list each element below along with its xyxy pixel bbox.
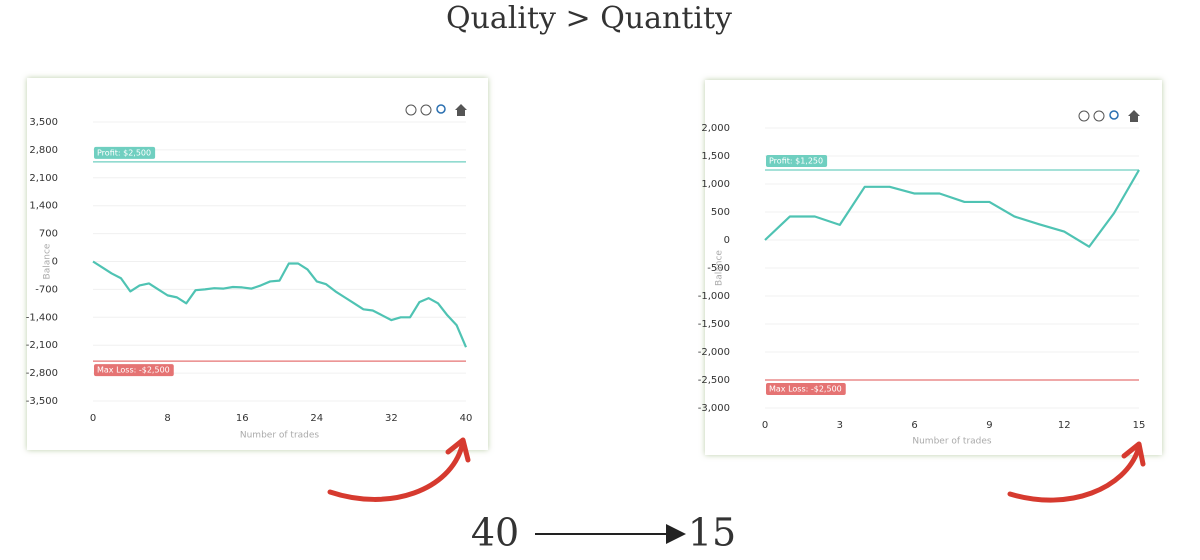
reference-label: Max Loss: -$2,500 xyxy=(97,366,170,375)
reference-label: Profit: $2,500 xyxy=(97,148,151,157)
y-tick-label: 1,000 xyxy=(701,179,730,190)
y-tick-label: 1,500 xyxy=(701,151,730,162)
balance-line xyxy=(92,260,468,348)
x-tick-label: 16 xyxy=(236,413,249,424)
zoom-out[interactable] xyxy=(1093,110,1105,122)
y-tick-label: 700 xyxy=(39,229,58,240)
x-tick-label: 8 xyxy=(164,413,170,424)
y-tick-label: -1,500 xyxy=(698,319,730,330)
zoom[interactable] xyxy=(1109,110,1119,120)
chart-card xyxy=(27,78,488,450)
red-arrow-head xyxy=(1121,441,1146,467)
x-tick-label: 40 xyxy=(460,413,473,424)
page-title: Quality > Quantity xyxy=(446,1,732,36)
home[interactable] xyxy=(1128,110,1140,122)
zoom[interactable] xyxy=(436,104,446,114)
x-axis-title: Number of trades xyxy=(912,437,992,447)
y-tick-label: 2,800 xyxy=(29,145,58,156)
y-tick-label: 0 xyxy=(52,257,58,268)
reference-label: Profit: $1,250 xyxy=(769,157,823,166)
home[interactable] xyxy=(455,104,467,116)
y-tick-label: 500 xyxy=(711,207,730,218)
red-arrow-head xyxy=(445,437,471,463)
y-tick-label: -1,000 xyxy=(698,291,730,302)
red-arrow xyxy=(327,443,465,502)
x-tick-label: 0 xyxy=(90,413,96,424)
chart: -3,000 -2,500 -2,000 -1,500 -1,000 -500 0 500 1,… xyxy=(698,123,1146,447)
x-tick-label: 3 xyxy=(837,420,843,431)
charts: -3,500 -2,800 -2,100 -1,400 -700 0 700 1,400 2,1… xyxy=(26,117,1146,447)
y-tick-label: -2,800 xyxy=(26,368,58,379)
y-tick-label: -2,100 xyxy=(26,340,58,351)
y-tick-label: 2,000 xyxy=(701,123,730,134)
reference-label-bg xyxy=(766,155,828,167)
y-tick-label: -3,000 xyxy=(698,403,730,414)
zoom-out[interactable] xyxy=(420,104,432,116)
reference-label-bg xyxy=(766,383,846,395)
x-tick-label: 32 xyxy=(385,413,398,424)
x-tick-label: 15 xyxy=(1133,420,1146,431)
zoom-in[interactable] xyxy=(1078,110,1090,122)
toolbar xyxy=(1078,110,1140,122)
footer-from: 40 xyxy=(471,511,519,555)
chart: -3,500 -2,800 -2,100 -1,400 -700 0 700 1,400 2,1… xyxy=(26,117,473,441)
y-tick-label: -700 xyxy=(35,284,58,295)
reference-label-bg xyxy=(94,364,174,377)
x-axis-title: Number of trades xyxy=(240,431,320,441)
x-tick-label: 24 xyxy=(310,413,323,424)
x-tick-label: 0 xyxy=(762,420,768,431)
reference-label-bg xyxy=(94,146,156,159)
y-tick-label: 2,100 xyxy=(29,173,58,184)
y-tick-label: 0 xyxy=(724,235,730,246)
toolbar xyxy=(405,104,467,116)
y-tick-label: -1,400 xyxy=(26,312,58,323)
x-tick-label: 12 xyxy=(1058,420,1071,431)
y-axis-title: Balance xyxy=(43,243,53,279)
y-tick-label: -2,000 xyxy=(698,347,730,358)
footer-to: 15 xyxy=(688,511,736,555)
y-axis-title: Balance xyxy=(715,250,725,286)
y-tick-label: -2,500 xyxy=(698,375,730,386)
y-tick-label: 1,400 xyxy=(29,201,58,212)
balance-line xyxy=(764,169,1140,248)
reference-label: Max Loss: -$2,500 xyxy=(769,385,842,394)
x-tick-label: 9 xyxy=(986,420,992,431)
y-tick-label: 3,500 xyxy=(29,117,58,128)
zoom-in[interactable] xyxy=(405,104,417,116)
x-tick-label: 6 xyxy=(911,420,917,431)
y-tick-label: -3,500 xyxy=(26,396,58,407)
red-arrow xyxy=(1007,447,1141,503)
y-tick-label: -500 xyxy=(707,263,730,274)
